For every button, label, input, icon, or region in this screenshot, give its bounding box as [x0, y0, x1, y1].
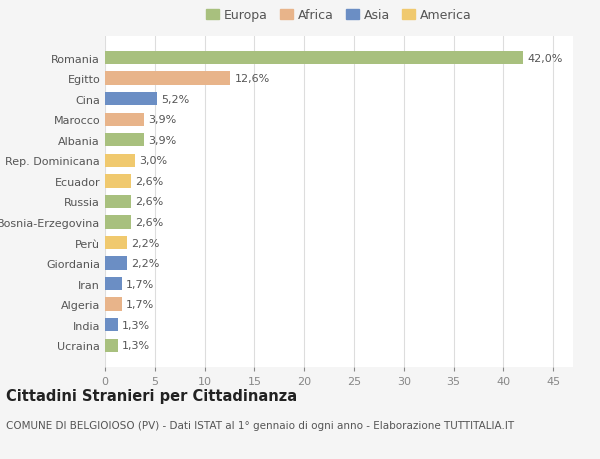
Bar — [105, 339, 118, 352]
Bar — [105, 175, 131, 188]
Text: 1,7%: 1,7% — [126, 300, 154, 309]
Bar — [105, 134, 144, 147]
Legend: Europa, Africa, Asia, America: Europa, Africa, Asia, America — [202, 4, 476, 27]
Text: 2,6%: 2,6% — [135, 176, 163, 186]
Text: 3,0%: 3,0% — [139, 156, 167, 166]
Text: 42,0%: 42,0% — [527, 53, 563, 63]
Text: 1,3%: 1,3% — [122, 341, 150, 351]
Text: 2,2%: 2,2% — [131, 258, 159, 269]
Bar — [105, 216, 131, 229]
Bar — [105, 113, 144, 127]
Text: 3,9%: 3,9% — [148, 135, 176, 146]
Bar — [105, 277, 122, 291]
Bar — [105, 236, 127, 250]
Bar — [105, 298, 122, 311]
Bar — [105, 319, 118, 332]
Text: 5,2%: 5,2% — [161, 95, 189, 104]
Bar — [105, 257, 127, 270]
Bar — [105, 93, 157, 106]
Text: 2,6%: 2,6% — [135, 218, 163, 228]
Text: 1,3%: 1,3% — [122, 320, 150, 330]
Text: 3,9%: 3,9% — [148, 115, 176, 125]
Bar — [105, 154, 135, 168]
Bar — [105, 195, 131, 209]
Bar — [105, 72, 230, 85]
Text: 2,6%: 2,6% — [135, 197, 163, 207]
Text: 2,2%: 2,2% — [131, 238, 159, 248]
Text: COMUNE DI BELGIOIOSO (PV) - Dati ISTAT al 1° gennaio di ogni anno - Elaborazione: COMUNE DI BELGIOIOSO (PV) - Dati ISTAT a… — [6, 420, 514, 430]
Text: Cittadini Stranieri per Cittadinanza: Cittadini Stranieri per Cittadinanza — [6, 388, 297, 403]
Text: 12,6%: 12,6% — [235, 74, 269, 84]
Bar — [105, 52, 523, 65]
Text: 1,7%: 1,7% — [126, 279, 154, 289]
